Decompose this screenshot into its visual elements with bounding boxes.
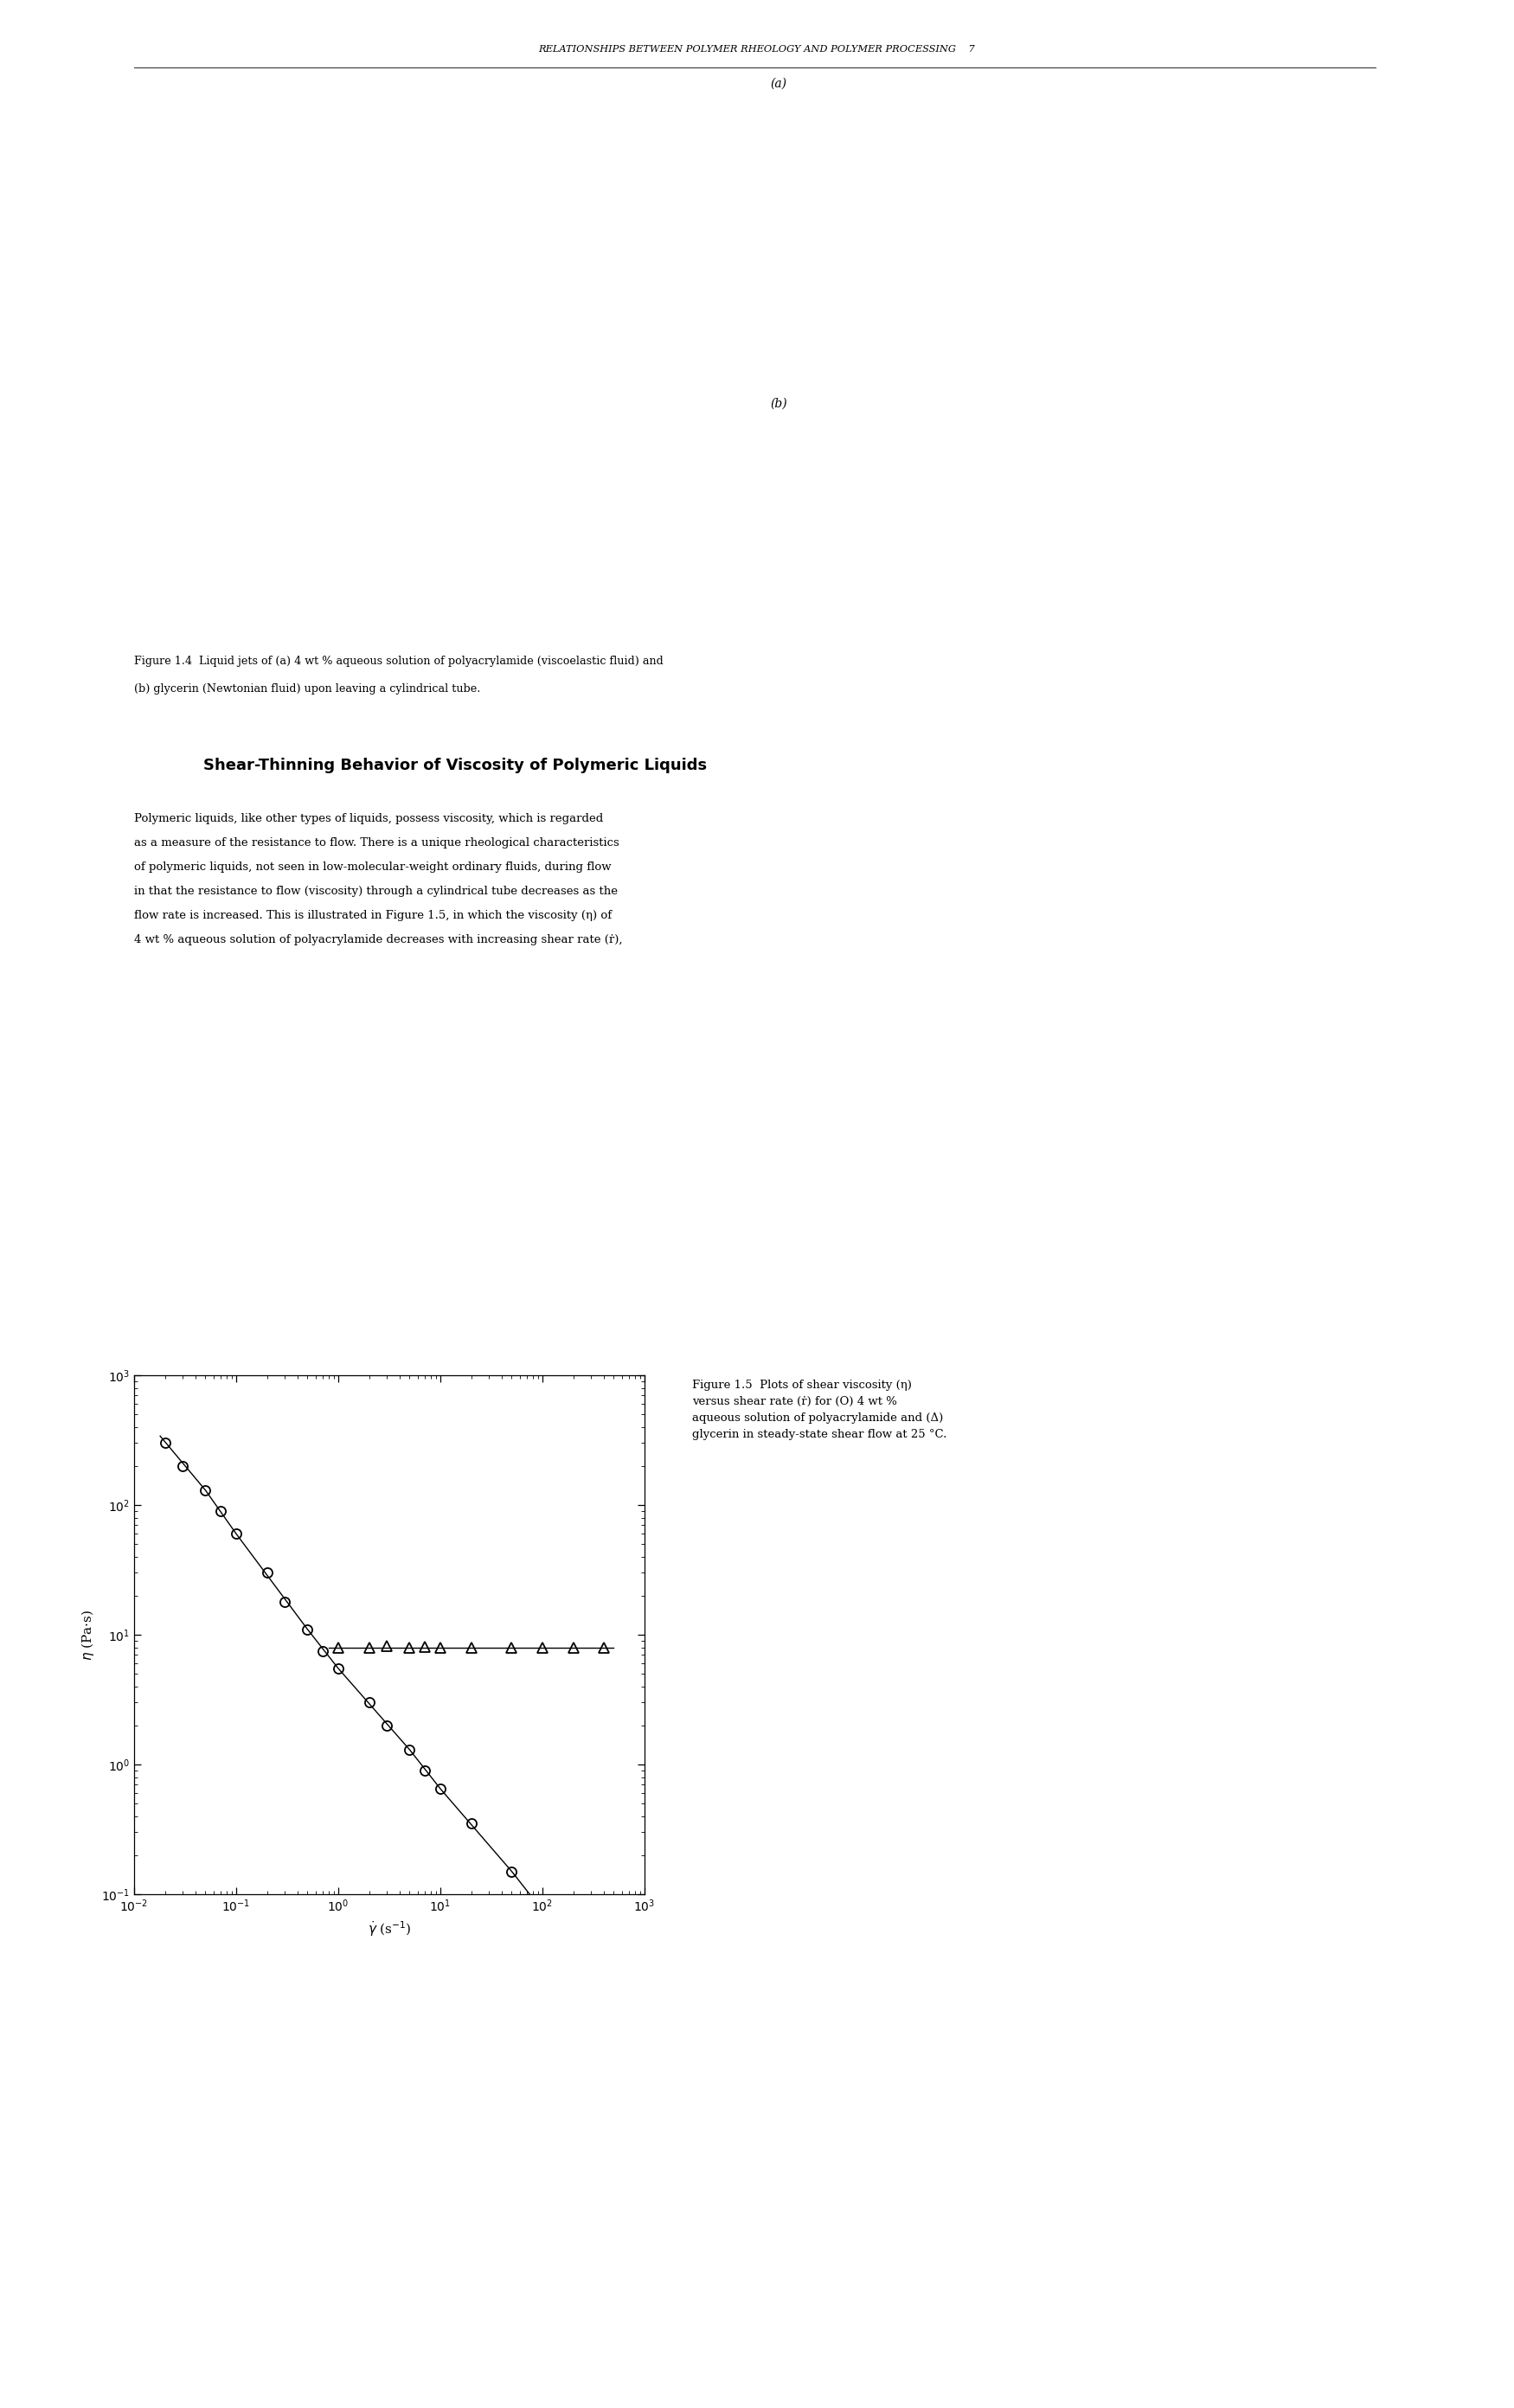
X-axis label: $\dot{\gamma}$ (s$^{-1}$): $\dot{\gamma}$ (s$^{-1}$) xyxy=(368,1919,412,1938)
Text: 1.3: 1.3 xyxy=(150,763,176,778)
Bar xyxy=(135,183,752,219)
Text: Figure 1.4  Liquid jets of (a) 4 wt % aqueous solution of polyacrylamide (viscoe: Figure 1.4 Liquid jets of (a) 4 wt % aqu… xyxy=(135,655,663,667)
Text: flow rate is increased. This is illustrated in Figure 1.5, in which the viscosit: flow rate is increased. This is illustra… xyxy=(135,910,612,922)
Text: (b) glycerin (Newtonian fluid) upon leaving a cylindrical tube.: (b) glycerin (Newtonian fluid) upon leav… xyxy=(135,684,480,694)
Text: (a): (a) xyxy=(771,77,786,89)
Text: as a measure of the resistance to flow. There is a unique rheological characteri: as a measure of the resistance to flow. … xyxy=(135,838,619,848)
Bar xyxy=(135,527,752,551)
Bar xyxy=(135,246,474,270)
Text: (b): (b) xyxy=(771,397,787,409)
Text: Shear-Thinning Behavior of Viscosity of Polymeric Liquids: Shear-Thinning Behavior of Viscosity of … xyxy=(203,759,707,773)
Text: Figure 1.5  Plots of shear viscosity (η)
versus shear rate (ṙ) for (O) 4 wt %
aq: Figure 1.5 Plots of shear viscosity (η) … xyxy=(692,1380,946,1440)
Text: Polymeric liquids, like other types of liquids, possess viscosity, which is rega: Polymeric liquids, like other types of l… xyxy=(135,814,603,824)
Text: RELATIONSHIPS BETWEEN POLYMER RHEOLOGY AND POLYMER PROCESSING    7: RELATIONSHIPS BETWEEN POLYMER RHEOLOGY A… xyxy=(539,46,975,53)
Text: of polymeric liquids, not seen in low-molecular-weight ordinary fluids, during f: of polymeric liquids, not seen in low-mo… xyxy=(135,862,612,872)
Text: 4 wt % aqueous solution of polyacrylamide decreases with increasing shear rate (: 4 wt % aqueous solution of polyacrylamid… xyxy=(135,934,622,946)
Y-axis label: $\eta$ (Pa$\cdot$s): $\eta$ (Pa$\cdot$s) xyxy=(80,1609,97,1662)
Text: in that the resistance to flow (viscosity) through a cylindrical tube decreases : in that the resistance to flow (viscosit… xyxy=(135,886,618,896)
